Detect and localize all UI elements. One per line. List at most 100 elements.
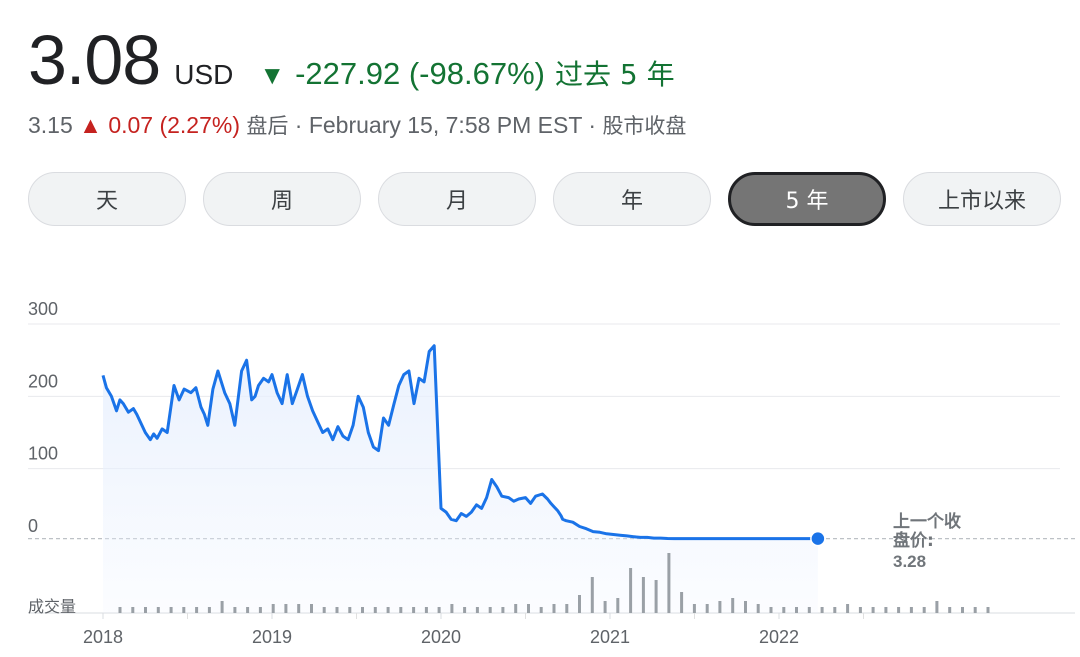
volume-bar: [412, 607, 416, 613]
x-tick-label: 2022: [759, 627, 799, 647]
volume-bar: [373, 607, 377, 613]
price-header: 3.08 USD ▼ -227.92 (-98.67%) 过去 5 年: [28, 20, 675, 100]
y-tick-label: 0: [28, 516, 38, 536]
volume-bar: [641, 577, 645, 613]
after-hours-change: 0.07 (2.27%): [108, 112, 241, 138]
previous-close-value: 3.28: [893, 552, 926, 571]
volume-bar: [297, 604, 301, 613]
volume-bar: [258, 607, 262, 613]
after-hours-row: 3.15 ▲ 0.07 (2.27%) 盘后 · February 15, 7:…: [28, 110, 686, 140]
volume-bar: [807, 607, 811, 613]
volume-bar: [731, 598, 735, 613]
volume-bar: [884, 607, 888, 613]
price-change: ▼ -227.92 (-98.67%) 过去 5 年: [259, 53, 674, 93]
volume-bar: [310, 604, 313, 613]
volume-bar: [233, 607, 237, 613]
volume-bar: [144, 607, 147, 613]
volume-bar: [271, 604, 275, 613]
volume-bar: [131, 607, 135, 613]
volume-bar: [616, 598, 620, 613]
tab-month[interactable]: 月: [378, 172, 536, 226]
volume-bar: [795, 607, 798, 613]
volume-bar: [182, 607, 186, 613]
previous-close-label-line1: 上一个收: [893, 511, 961, 532]
volume-bar: [284, 604, 288, 613]
market-status: 股市收盘: [602, 114, 687, 138]
up-arrow-icon: ▲: [79, 112, 102, 138]
volume-bar: [514, 604, 518, 613]
change-value: -227.92 (-98.67%): [295, 56, 545, 91]
volume-bar: [705, 604, 709, 613]
volume-bar: [565, 604, 569, 613]
volume-bar: [935, 601, 939, 613]
volume-bar: [782, 607, 786, 613]
previous-close-label-line2: 盘价:: [893, 530, 934, 551]
x-tick-label: 2021: [590, 627, 630, 647]
volume-bar: [220, 601, 224, 613]
y-tick-label: 200: [28, 371, 58, 391]
tab-year[interactable]: 年: [553, 172, 711, 226]
volume-bar: [437, 607, 441, 613]
volume-bar: [348, 607, 352, 613]
tab-5-year[interactable]: 5 年: [728, 172, 886, 226]
last-price-point[interactable]: [810, 530, 826, 547]
volume-bar: [424, 607, 428, 613]
volume-bar: [718, 601, 722, 613]
volume-bar: [578, 595, 581, 613]
volume-bar: [629, 568, 633, 613]
volume-bar: [667, 553, 671, 613]
volume-bar: [169, 607, 173, 613]
volume-bar: [386, 607, 390, 613]
volume-bar: [450, 604, 454, 613]
y-tick-label: 300: [28, 299, 58, 319]
volume-bar: [833, 607, 837, 613]
volume-bar: [335, 607, 339, 613]
volume-bar: [654, 580, 658, 613]
volume-bar: [680, 592, 684, 613]
volume-label: 成交量: [28, 597, 76, 616]
volume-bar: [527, 604, 530, 613]
volume-bar: [820, 607, 824, 613]
volume-bar: [399, 607, 403, 613]
volume-bar: [361, 607, 364, 613]
volume-bar: [322, 607, 326, 613]
x-tick-label: 2018: [83, 627, 123, 647]
tab-day[interactable]: 天: [28, 172, 186, 226]
x-tick-label: 2020: [421, 627, 461, 647]
volume-bar: [195, 607, 199, 613]
volume-bar: [463, 607, 467, 613]
volume-bar: [692, 604, 696, 613]
after-hours-price: 3.15: [28, 112, 73, 138]
volume-bar: [118, 607, 122, 613]
tab-max[interactable]: 上市以来: [903, 172, 1061, 226]
volume-bar: [846, 604, 850, 613]
volume-bar: [922, 607, 926, 613]
volume-bar: [501, 607, 505, 613]
volume-bar: [539, 607, 543, 613]
volume-bar: [909, 607, 913, 613]
after-hours-timestamp: · February 15, 7:58 PM EST ·: [294, 112, 597, 138]
volume-bar: [897, 607, 901, 613]
price-line: [101, 344, 818, 541]
volume-bar: [858, 607, 862, 613]
current-price: 3.08: [28, 21, 161, 99]
volume-bar: [207, 607, 211, 613]
volume-bar: [948, 607, 952, 613]
volume-bar: [552, 604, 556, 613]
volume-bar: [590, 577, 594, 613]
volume-bar: [603, 601, 607, 613]
volume-bar: [961, 607, 964, 613]
volume-bar: [756, 604, 760, 613]
y-tick-label: 100: [28, 444, 58, 464]
currency-label: USD: [174, 59, 234, 90]
price-area-fill: [103, 345, 818, 613]
x-tick-label: 2019: [252, 627, 292, 647]
volume-bar: [475, 607, 479, 613]
down-arrow-icon: ▼: [259, 60, 286, 90]
volume-bar: [246, 607, 250, 613]
change-period: 过去 5 年: [554, 58, 675, 91]
volume-bar: [871, 607, 875, 613]
volume-bar: [488, 607, 492, 613]
tab-week[interactable]: 周: [203, 172, 361, 226]
